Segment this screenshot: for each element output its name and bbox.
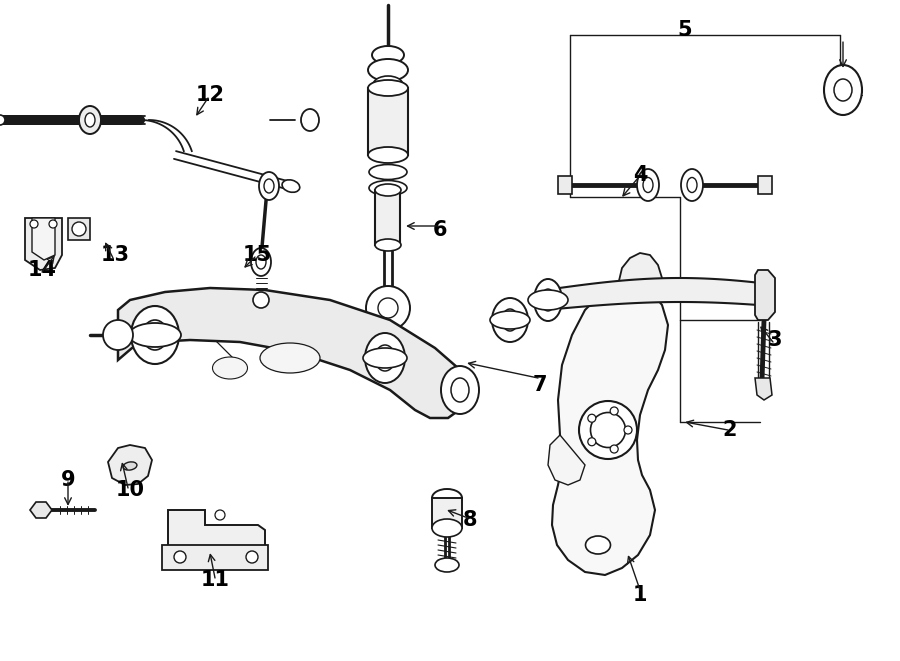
Circle shape: [30, 220, 38, 228]
Text: 11: 11: [201, 570, 230, 590]
Circle shape: [588, 438, 596, 446]
Bar: [758, 176, 772, 194]
Circle shape: [103, 320, 133, 350]
Text: 3: 3: [768, 330, 782, 350]
Ellipse shape: [260, 343, 320, 373]
Ellipse shape: [79, 106, 101, 134]
Circle shape: [588, 414, 596, 422]
Polygon shape: [375, 190, 400, 245]
Circle shape: [610, 445, 618, 453]
Ellipse shape: [590, 412, 625, 447]
Ellipse shape: [282, 180, 300, 192]
Circle shape: [253, 292, 269, 308]
Ellipse shape: [372, 46, 404, 64]
Ellipse shape: [123, 462, 137, 470]
Ellipse shape: [368, 147, 408, 163]
Ellipse shape: [681, 169, 703, 201]
Text: 1: 1: [633, 585, 647, 605]
Polygon shape: [548, 435, 585, 485]
Ellipse shape: [586, 536, 610, 554]
Circle shape: [72, 222, 86, 236]
Ellipse shape: [824, 65, 862, 115]
Ellipse shape: [541, 289, 555, 311]
Ellipse shape: [0, 115, 5, 125]
Circle shape: [378, 298, 398, 318]
Ellipse shape: [490, 311, 530, 329]
Ellipse shape: [369, 180, 407, 196]
Polygon shape: [30, 502, 52, 518]
Ellipse shape: [368, 59, 408, 81]
Text: 13: 13: [101, 245, 130, 265]
Polygon shape: [545, 278, 762, 310]
Polygon shape: [432, 498, 462, 528]
Ellipse shape: [369, 165, 407, 180]
Text: 7: 7: [533, 375, 547, 395]
Ellipse shape: [441, 366, 479, 414]
Ellipse shape: [643, 178, 653, 192]
Polygon shape: [168, 510, 265, 548]
Text: 5: 5: [678, 20, 692, 40]
Ellipse shape: [637, 169, 659, 201]
Polygon shape: [118, 288, 465, 418]
Polygon shape: [755, 270, 775, 320]
Circle shape: [174, 551, 186, 563]
Ellipse shape: [432, 519, 462, 537]
Text: 14: 14: [28, 260, 57, 280]
Text: 10: 10: [115, 480, 145, 500]
Ellipse shape: [264, 179, 274, 193]
Circle shape: [366, 286, 410, 330]
Ellipse shape: [687, 178, 697, 192]
Ellipse shape: [365, 333, 405, 383]
Ellipse shape: [129, 323, 181, 347]
Ellipse shape: [131, 306, 179, 364]
Bar: [558, 176, 572, 194]
Ellipse shape: [451, 378, 469, 402]
Ellipse shape: [251, 248, 271, 276]
Text: 15: 15: [242, 245, 272, 265]
Ellipse shape: [502, 309, 518, 331]
Ellipse shape: [256, 255, 266, 269]
Ellipse shape: [492, 298, 528, 342]
Ellipse shape: [375, 239, 401, 251]
Ellipse shape: [212, 357, 248, 379]
Polygon shape: [755, 378, 772, 400]
Ellipse shape: [375, 345, 395, 371]
Text: 6: 6: [433, 220, 447, 240]
Text: 2: 2: [723, 420, 737, 440]
Circle shape: [246, 551, 258, 563]
Ellipse shape: [375, 184, 401, 196]
Ellipse shape: [528, 290, 568, 310]
Circle shape: [49, 220, 57, 228]
Circle shape: [215, 510, 225, 520]
Polygon shape: [162, 545, 268, 570]
Polygon shape: [108, 445, 152, 485]
Text: 9: 9: [60, 470, 76, 490]
Ellipse shape: [363, 348, 407, 368]
Polygon shape: [32, 218, 55, 260]
Ellipse shape: [834, 79, 852, 101]
Text: 4: 4: [633, 165, 647, 185]
Polygon shape: [552, 285, 668, 575]
Circle shape: [624, 426, 632, 434]
Ellipse shape: [368, 80, 408, 96]
Polygon shape: [618, 253, 662, 292]
Circle shape: [610, 407, 618, 415]
Ellipse shape: [579, 401, 637, 459]
Bar: [68, 218, 90, 240]
Text: 12: 12: [195, 85, 224, 105]
Ellipse shape: [432, 489, 462, 507]
Ellipse shape: [534, 279, 562, 321]
Polygon shape: [25, 218, 62, 270]
Ellipse shape: [259, 172, 279, 200]
Ellipse shape: [373, 76, 403, 94]
Ellipse shape: [142, 320, 167, 350]
Ellipse shape: [85, 113, 95, 127]
Text: 8: 8: [463, 510, 477, 530]
Polygon shape: [368, 88, 408, 155]
Ellipse shape: [301, 109, 319, 131]
Ellipse shape: [435, 558, 459, 572]
